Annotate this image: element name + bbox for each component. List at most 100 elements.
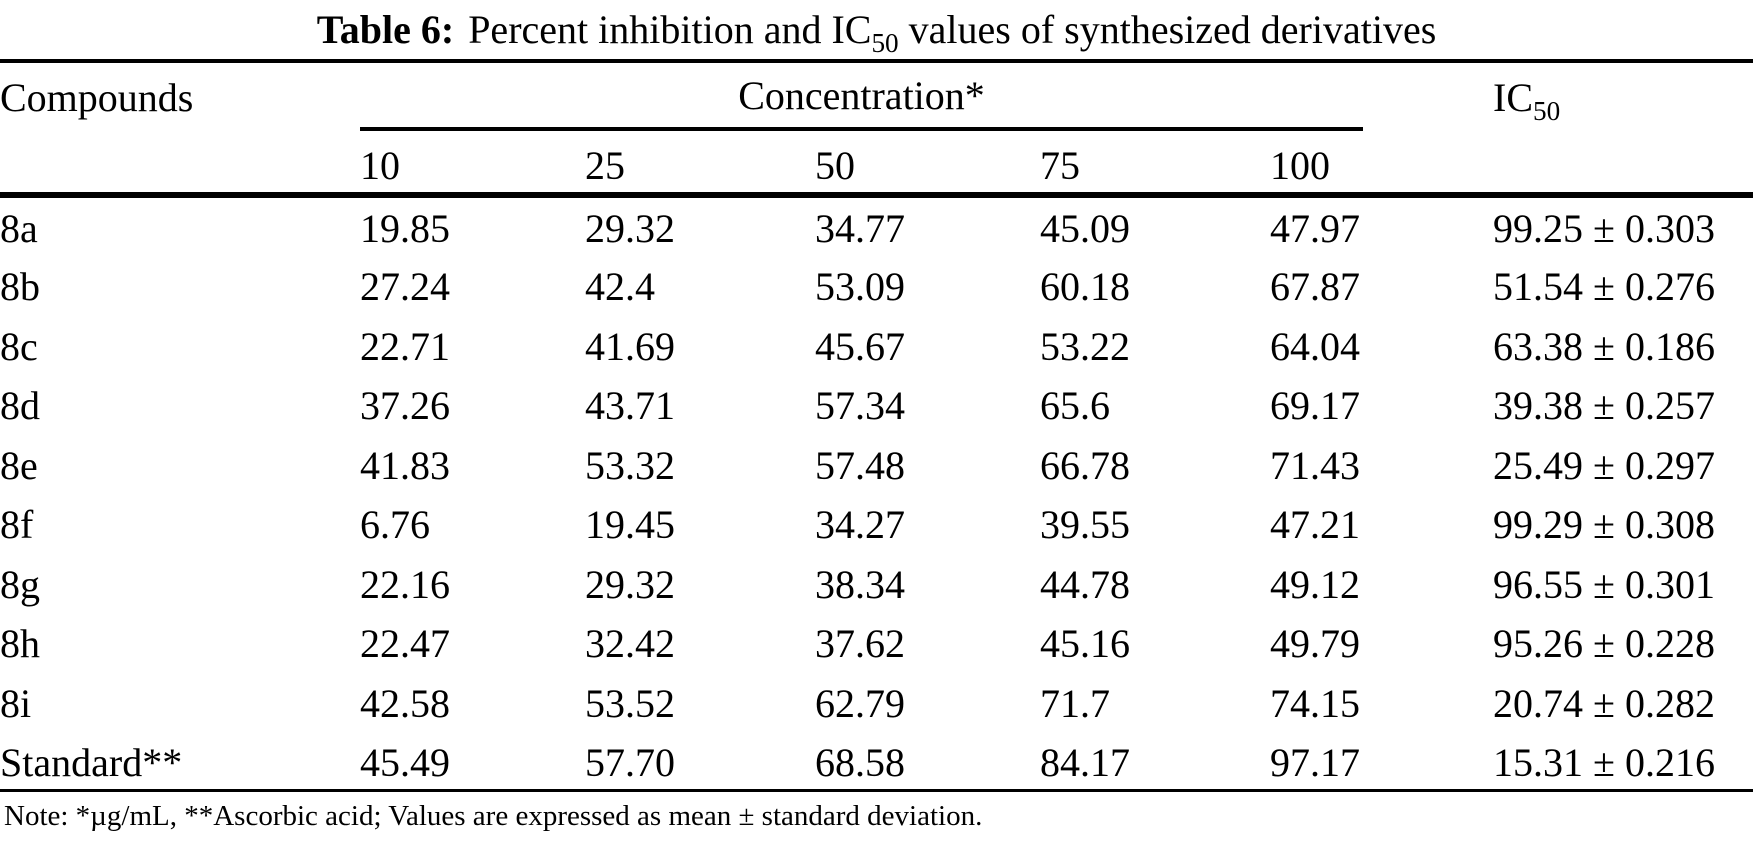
ic50-cell: 15.31 ± 0.216 xyxy=(1493,730,1753,792)
value-cell: 45.67 xyxy=(815,323,905,369)
table-row: 8g 22.16 29.32 38.34 44.78 49.12 96.55 ±… xyxy=(0,552,1753,612)
value-cell: 41.83 xyxy=(360,442,450,488)
header-concentration-group: Concentration* xyxy=(360,63,1363,131)
header-ic50: IC50 xyxy=(1493,61,1753,131)
table-row: 8c 22.71 41.69 45.67 53.22 64.04 63.38 ±… xyxy=(0,314,1753,374)
value-cell: 34.77 xyxy=(815,206,905,252)
ic50-cell: 20.74 ± 0.282 xyxy=(1493,680,1715,726)
value-cell: 57.48 xyxy=(815,442,905,488)
header-empty-compounds xyxy=(0,131,360,198)
header-conc-50: 50 xyxy=(815,131,1040,198)
data-table: Compounds Concentration* IC50 10 25 50 7… xyxy=(0,59,1753,792)
value-cell: 71.7 xyxy=(1040,680,1110,726)
value-cell: 69.17 xyxy=(1270,383,1360,429)
value-cell: 39.55 xyxy=(1040,502,1130,548)
value-cell: 62.79 xyxy=(815,680,905,726)
value-cell: 74.15 xyxy=(1270,680,1360,726)
compound-cell: 8c xyxy=(0,323,38,369)
header-ic50-subscript: 50 xyxy=(1533,95,1561,126)
value-cell: 66.78 xyxy=(1040,442,1130,488)
ic50-cell: 51.54 ± 0.276 xyxy=(1493,264,1715,310)
header-empty-ic50 xyxy=(1493,131,1753,198)
value-cell: 53.32 xyxy=(585,442,675,488)
value-cell: 84.17 xyxy=(1040,730,1270,792)
compound-cell: 8i xyxy=(0,680,32,726)
table-title-label: Table 6: xyxy=(316,7,455,52)
table-note: Note: *µg/mL, **Ascorbic acid; Values ar… xyxy=(4,799,983,832)
value-cell: 53.52 xyxy=(585,680,675,726)
table-title-text: Percent inhibition and IC50 values of sy… xyxy=(468,6,1437,57)
ic50-cell: 63.38 ± 0.186 xyxy=(1493,323,1715,369)
header-conc-100: 100 xyxy=(1270,131,1494,198)
value-cell: 34.27 xyxy=(815,502,905,548)
table-row: 8i 42.58 53.52 62.79 71.7 74.15 20.74 ± … xyxy=(0,671,1753,731)
value-cell: 47.97 xyxy=(1270,206,1360,252)
compound-cell: 8g xyxy=(0,561,40,607)
value-cell: 49.79 xyxy=(1270,621,1360,667)
header-ic50-prefix: IC xyxy=(1493,74,1534,120)
ic50-cell: 99.29 ± 0.308 xyxy=(1493,502,1715,548)
table-title-subscript: 50 xyxy=(871,28,899,58)
value-cell: 64.04 xyxy=(1270,323,1360,369)
ic50-cell: 39.38 ± 0.257 xyxy=(1493,383,1715,429)
value-cell: 27.24 xyxy=(360,264,450,310)
value-cell: 71.43 xyxy=(1270,442,1360,488)
table-row: 8e 41.83 53.32 57.48 66.78 71.43 25.49 ±… xyxy=(0,433,1753,493)
compound-cell: 8b xyxy=(0,264,40,310)
compound-cell: 8d xyxy=(0,383,40,429)
value-cell: 42.4 xyxy=(585,264,655,310)
value-cell: 6.76 xyxy=(360,502,430,548)
value-cell: 19.85 xyxy=(360,206,450,252)
table-row: Standard** 45.49 57.70 68.58 84.17 97.17… xyxy=(0,730,1753,792)
compound-cell: 8f xyxy=(0,502,34,548)
value-cell: 42.58 xyxy=(360,680,450,726)
table-title: Table 6: Percent inhibition and IC50 valu… xyxy=(0,0,1753,59)
ic50-cell: 99.25 ± 0.303 xyxy=(1493,206,1715,252)
value-cell: 53.22 xyxy=(1040,323,1130,369)
header-conc-10: 10 xyxy=(360,131,585,198)
table-row: 8a 19.85 29.32 34.77 45.09 47.97 99.25 ±… xyxy=(0,195,1753,255)
value-cell: 22.47 xyxy=(360,621,450,667)
value-cell: 45.09 xyxy=(1040,206,1130,252)
header-conc-25: 25 xyxy=(585,131,815,198)
table-row: 8d 37.26 43.71 57.34 65.6 69.17 39.38 ± … xyxy=(0,374,1753,434)
header-compounds: Compounds xyxy=(0,74,194,120)
value-cell: 22.71 xyxy=(360,323,450,369)
value-cell: 22.16 xyxy=(360,561,450,607)
table-title-text-pre: Percent inhibition and IC xyxy=(468,7,872,52)
value-cell: 57.70 xyxy=(585,730,815,792)
value-cell: 49.12 xyxy=(1270,561,1360,607)
header-row-concentrations: 10 25 50 75 100 xyxy=(0,131,1753,198)
value-cell: 53.09 xyxy=(815,264,905,310)
value-cell: 41.69 xyxy=(585,323,675,369)
header-row-groups: Compounds Concentration* IC50 xyxy=(0,61,1753,131)
compound-cell: Standard** xyxy=(0,730,360,792)
ic50-cell: 25.49 ± 0.297 xyxy=(1493,442,1715,488)
value-cell: 38.34 xyxy=(815,561,905,607)
table-row: 8f 6.76 19.45 34.27 39.55 47.21 99.29 ± … xyxy=(0,493,1753,553)
value-cell: 57.34 xyxy=(815,383,905,429)
table-row: 8b 27.24 42.4 53.09 60.18 67.87 51.54 ± … xyxy=(0,255,1753,315)
value-cell: 32.42 xyxy=(585,621,675,667)
table-row: 8h 22.47 32.42 37.62 45.16 49.79 95.26 ±… xyxy=(0,612,1753,672)
value-cell: 68.58 xyxy=(815,730,1040,792)
ic50-cell: 96.55 ± 0.301 xyxy=(1493,561,1715,607)
value-cell: 60.18 xyxy=(1040,264,1130,310)
compound-cell: 8a xyxy=(0,206,38,252)
value-cell: 43.71 xyxy=(585,383,675,429)
value-cell: 37.26 xyxy=(360,383,450,429)
header-concentration-label: Concentration* xyxy=(738,72,985,118)
value-cell: 19.45 xyxy=(585,502,675,548)
header-conc-75: 75 xyxy=(1040,131,1270,198)
value-cell: 65.6 xyxy=(1040,383,1110,429)
value-cell: 67.87 xyxy=(1270,264,1360,310)
table-title-text-post: values of synthesized derivatives xyxy=(898,7,1437,52)
header-concentration-cell: Concentration* xyxy=(360,61,1493,131)
value-cell: 37.62 xyxy=(815,621,905,667)
ic50-cell: 95.26 ± 0.228 xyxy=(1493,621,1715,667)
value-cell: 29.32 xyxy=(585,561,675,607)
compound-cell: 8e xyxy=(0,442,38,488)
value-cell: 29.32 xyxy=(585,206,675,252)
compound-cell: 8h xyxy=(0,621,40,667)
